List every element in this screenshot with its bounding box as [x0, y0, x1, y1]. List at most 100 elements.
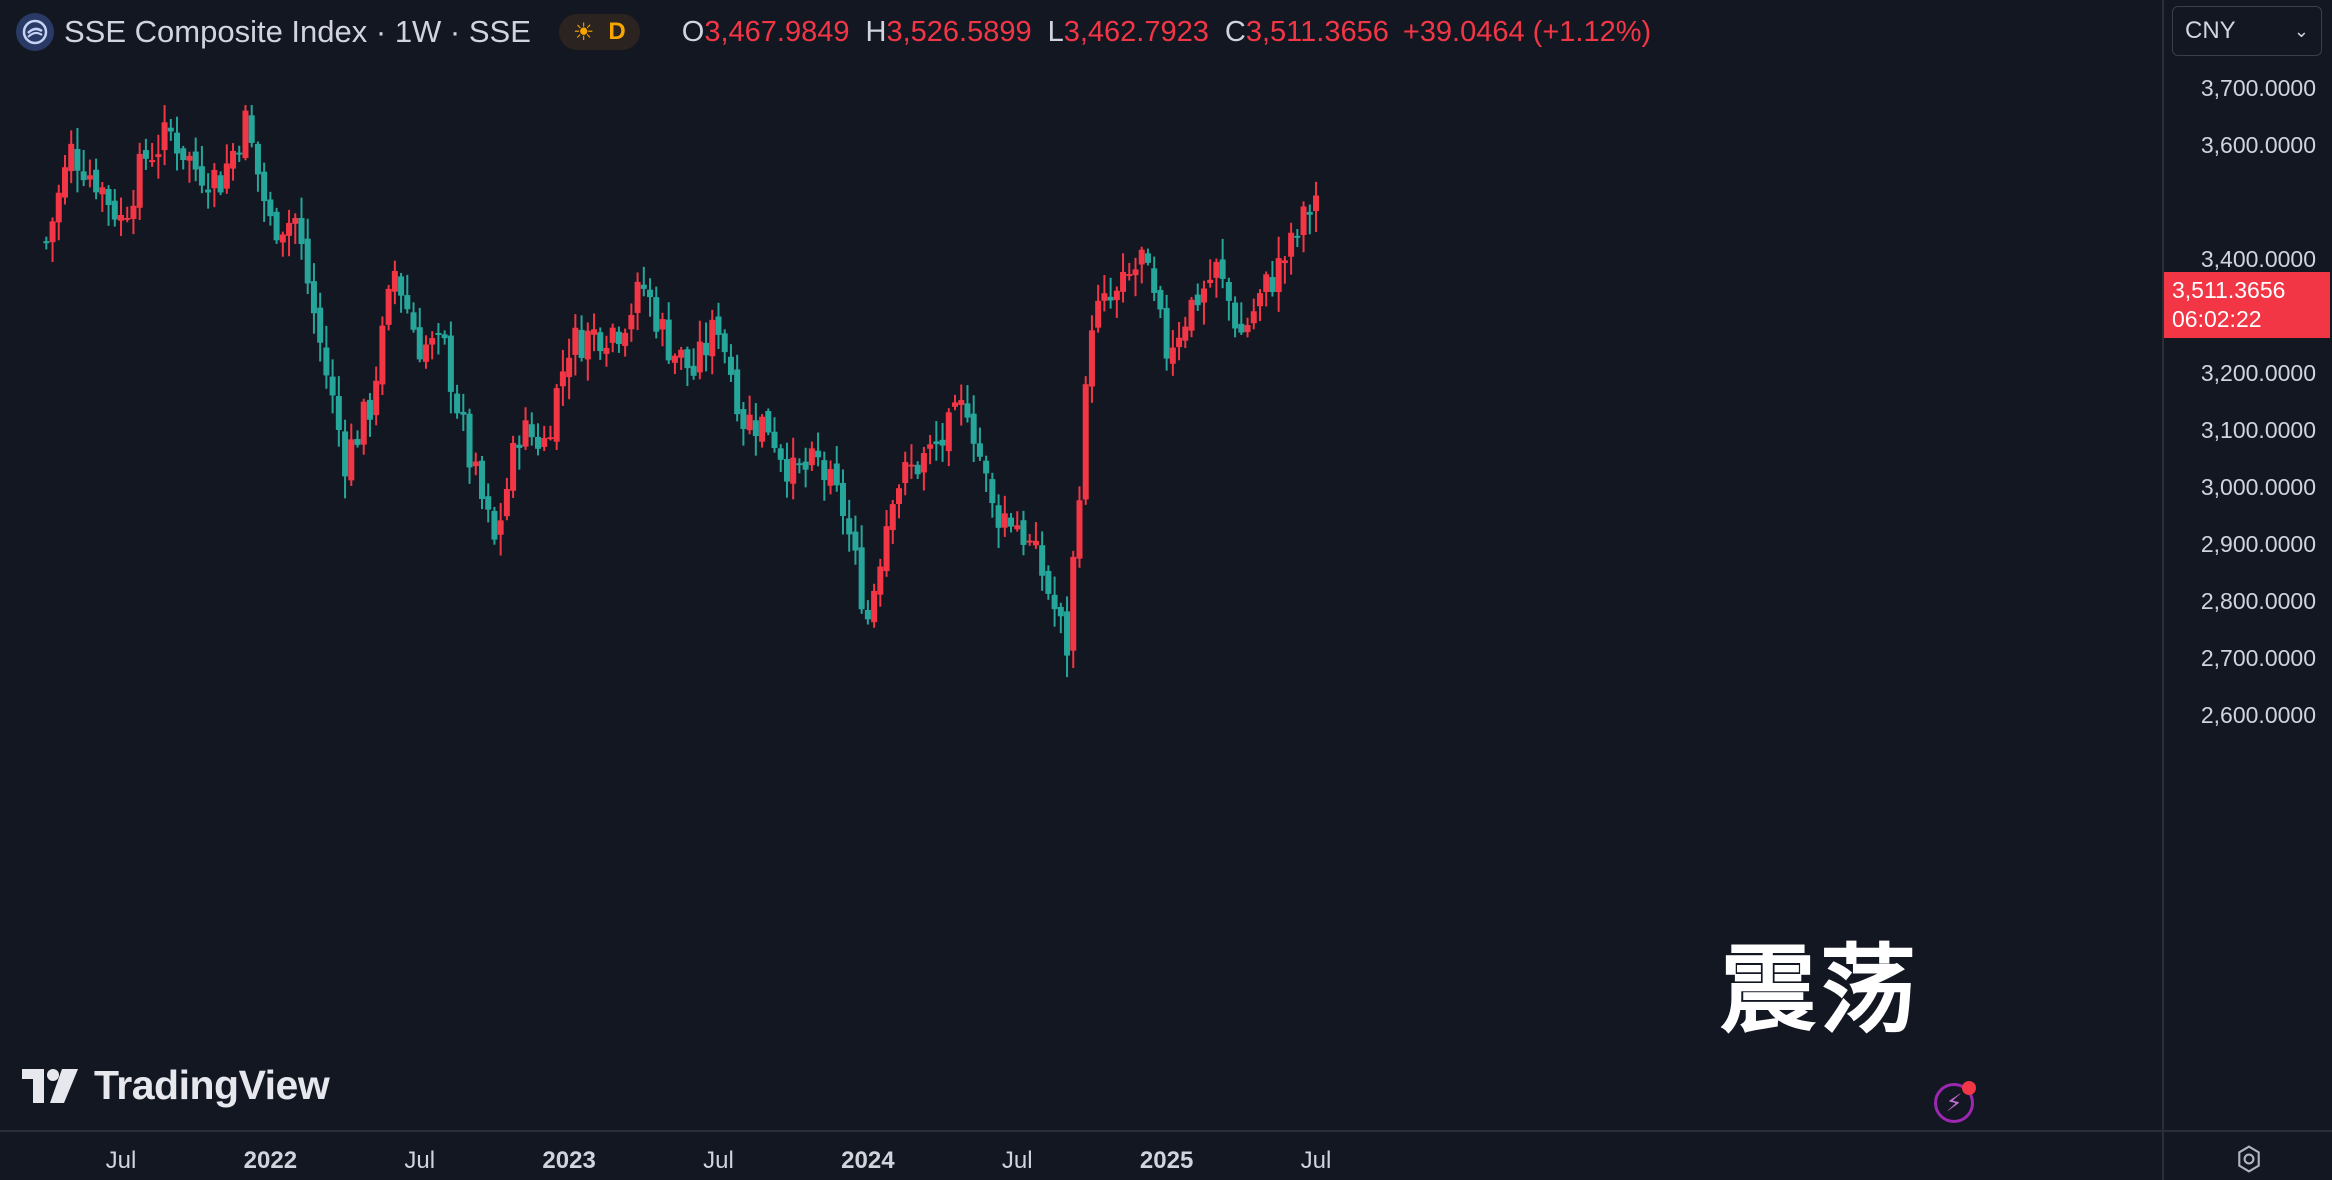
- candle-body: [273, 211, 280, 241]
- candle-body: [510, 443, 517, 491]
- candle-body: [503, 488, 510, 517]
- candle-body: [416, 327, 423, 360]
- candle-body: [1163, 308, 1170, 359]
- time-tick-label: Jul: [404, 1147, 435, 1174]
- candle-body: [422, 344, 429, 362]
- candle-body: [1113, 290, 1120, 301]
- candle-body: [55, 192, 62, 223]
- time-tick-label: 2023: [542, 1147, 595, 1174]
- candle-body: [970, 413, 977, 444]
- candle-body: [447, 335, 454, 392]
- high-value: 3,526.5899: [886, 15, 1032, 48]
- candle-body: [1014, 525, 1021, 530]
- high-label: H: [865, 15, 887, 48]
- candle-body: [124, 217, 131, 220]
- candle-body: [852, 531, 859, 551]
- candle-body: [765, 411, 772, 433]
- candle-body: [628, 314, 635, 330]
- candle-body: [142, 150, 149, 159]
- candle-body: [267, 199, 274, 217]
- candle-body: [1238, 323, 1245, 333]
- tradingview-watermark: TradingView: [22, 1062, 330, 1109]
- candle-body: [136, 153, 143, 208]
- candle-body: [1188, 299, 1195, 331]
- candle-body: [74, 148, 81, 171]
- candle-body: [547, 437, 554, 440]
- candle-body: [802, 461, 809, 470]
- time-tick-label: 2025: [1140, 1147, 1193, 1174]
- candle-body: [348, 439, 355, 481]
- candles-layer: [43, 104, 1319, 678]
- gear-icon[interactable]: [2232, 1142, 2266, 1176]
- candle-body: [329, 376, 336, 396]
- candle-body: [572, 327, 579, 355]
- candle-body: [1088, 330, 1095, 387]
- chart-legend: SSE Composite Index · 1W · SSE ☀ D O 3,46…: [0, 0, 2160, 64]
- tradingview-logo-icon: [22, 1068, 78, 1103]
- candle-body: [889, 504, 896, 531]
- candle-body: [478, 460, 485, 499]
- candle-body: [983, 460, 990, 474]
- candle-body: [559, 371, 566, 387]
- candle-body: [1076, 500, 1083, 559]
- candle-body: [360, 401, 367, 445]
- candle-body: [771, 431, 778, 449]
- candle-body: [80, 171, 87, 181]
- candle-body: [248, 115, 255, 143]
- candle-body: [1045, 570, 1052, 594]
- candle-body: [317, 307, 324, 343]
- open-label: O: [681, 15, 705, 48]
- price-tick-label: 3,000.0000: [2201, 474, 2316, 500]
- candle-body: [665, 319, 672, 361]
- candle-body: [846, 518, 853, 535]
- candle-body: [1306, 211, 1313, 215]
- candle-body: [833, 463, 840, 486]
- close-value: 3,511.3656: [1245, 15, 1389, 48]
- last-price-tag: 3,511.3656 06:02:22: [2164, 272, 2330, 338]
- candle-body: [958, 400, 965, 405]
- candle-body: [454, 393, 461, 414]
- candle-body: [1207, 279, 1214, 284]
- candle-body: [578, 329, 585, 358]
- session-label: D: [608, 18, 626, 45]
- currency-select[interactable]: CNY ⌄: [2172, 6, 2322, 56]
- candle-body: [553, 388, 560, 442]
- candle-body: [497, 520, 504, 535]
- candle-body: [236, 152, 243, 155]
- candle-body: [167, 127, 174, 132]
- candle-body: [871, 590, 878, 623]
- candle-body: [703, 342, 710, 356]
- symbol-title[interactable]: SSE Composite Index · 1W · SSE: [64, 14, 531, 49]
- candle-body: [161, 122, 168, 151]
- candle-body: [690, 365, 697, 376]
- candle-body: [398, 276, 405, 296]
- candle-body: [429, 338, 436, 345]
- candle-body: [783, 459, 790, 482]
- candle-body: [877, 566, 884, 595]
- candle-body: [485, 496, 492, 510]
- candle-body: [1300, 206, 1307, 236]
- candle-body: [566, 357, 573, 378]
- lightning-icon[interactable]: ⚡: [1934, 1081, 1976, 1123]
- candle-body: [821, 460, 828, 481]
- candle-body: [254, 143, 261, 175]
- candle-body: [1126, 274, 1133, 277]
- candle-body: [61, 167, 68, 198]
- candle-body: [279, 234, 286, 243]
- candle-body: [939, 439, 946, 446]
- candle-body: [989, 479, 996, 504]
- candle-body: [516, 444, 523, 448]
- candle-body: [155, 154, 162, 158]
- candle-body: [198, 166, 205, 186]
- candle-body: [43, 241, 50, 244]
- candle-body: [759, 416, 766, 442]
- candle-body: [385, 288, 392, 325]
- candle-body: [734, 369, 741, 415]
- candle-body: [914, 464, 921, 475]
- time-tick-label: Jul: [703, 1147, 734, 1174]
- sse-logo-icon[interactable]: [16, 13, 54, 51]
- candle-body: [927, 444, 934, 449]
- session-indicator[interactable]: ☀ D: [558, 14, 640, 50]
- brand-text: TradingView: [94, 1062, 330, 1108]
